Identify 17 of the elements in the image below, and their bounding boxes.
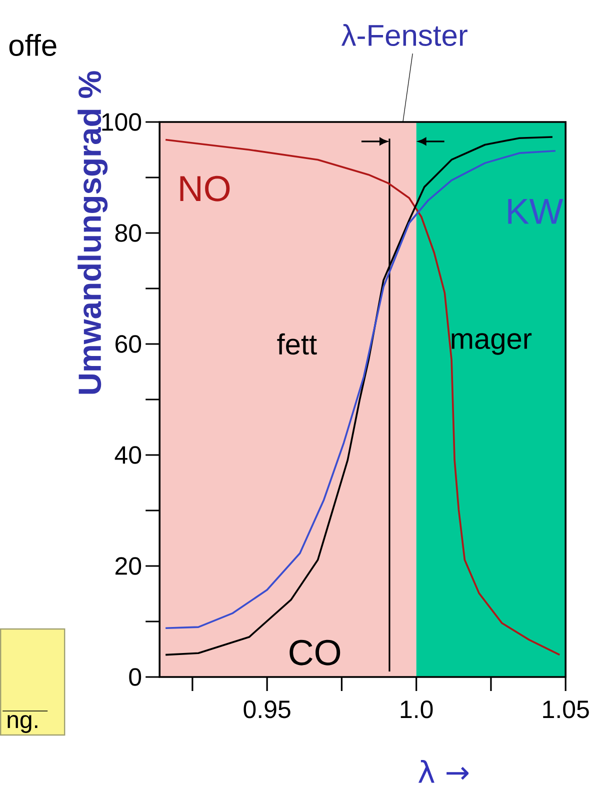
y-tick-label: 0 xyxy=(129,668,142,686)
series-label: CO xyxy=(290,640,340,666)
band-label: mager xyxy=(452,333,532,355)
series-label: NO xyxy=(180,176,230,202)
y-tick-label: 20 xyxy=(116,557,142,575)
text: offe xyxy=(10,34,57,56)
x-tick-label: 1.05 xyxy=(543,700,590,718)
y-tick-label: 60 xyxy=(116,335,142,353)
series-label: KW xyxy=(508,198,564,224)
x-axis-title: λ → xyxy=(418,760,469,783)
y-tick-label: 80 xyxy=(116,224,142,242)
text: λ-Fenster xyxy=(342,24,468,46)
x-tick-label: 1.0 xyxy=(401,700,433,718)
band-label: fett xyxy=(277,333,318,355)
text: ng. xyxy=(8,715,38,733)
x-tick-label: 0.95 xyxy=(244,700,291,718)
y-tick-label: 40 xyxy=(115,446,142,464)
